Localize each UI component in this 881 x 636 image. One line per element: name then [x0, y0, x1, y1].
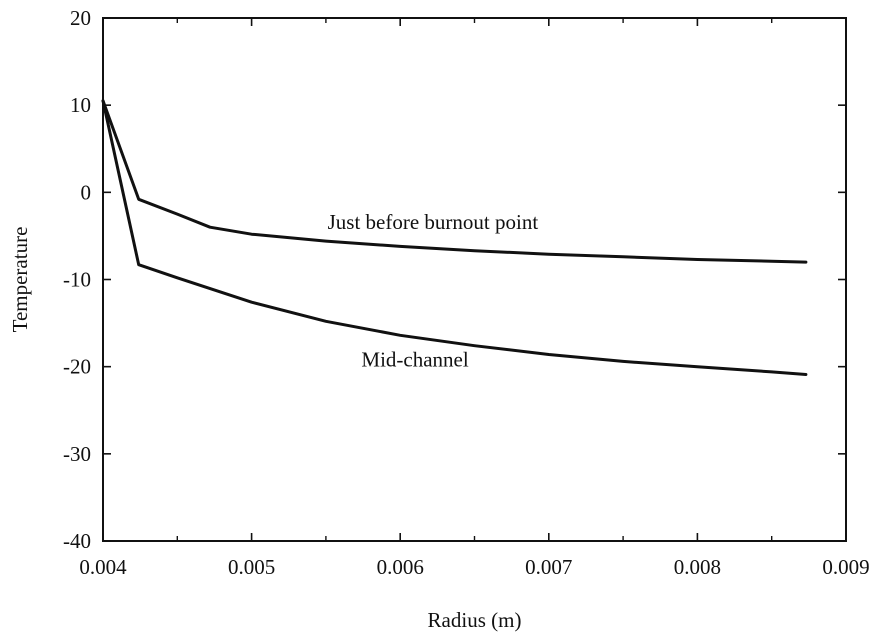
x-tick-label: 0.007 — [525, 555, 572, 579]
x-tick-label: 0.008 — [674, 555, 721, 579]
plot-border — [102, 17, 847, 542]
series-layer — [101, 99, 808, 376]
y-tick-label: 10 — [70, 93, 91, 117]
y-tick-label: -40 — [63, 529, 91, 553]
x-tick-label: 0.004 — [79, 555, 127, 579]
x-tick-label: 0.006 — [377, 555, 424, 579]
series-line-2 — [101, 99, 808, 376]
y-tick-label: 0 — [81, 180, 92, 204]
curve-annotation-2: Mid-channel — [361, 348, 468, 372]
y-tick-label: 20 — [70, 6, 91, 30]
plot-frame — [102, 17, 847, 542]
x-axis-label: Radius (m) — [428, 608, 522, 632]
annotation-layer: Just before burnout point Mid-channel — [328, 210, 539, 372]
axis-ticks: 0.004 0.005 0.006 0.007 0.008 0.009 -40 -30 -20 -… — [63, 6, 870, 579]
x-tick-label: 0.005 — [228, 555, 275, 579]
y-axis-label: Temperature — [8, 227, 32, 333]
x-tick-label: 0.009 — [822, 555, 869, 579]
y-tick-label: -10 — [63, 268, 91, 292]
curve-annotation-1: Just before burnout point — [328, 210, 539, 234]
y-tick-label: -30 — [63, 442, 91, 466]
y-tick-label: -20 — [63, 355, 91, 379]
series-line-1 — [101, 99, 808, 264]
